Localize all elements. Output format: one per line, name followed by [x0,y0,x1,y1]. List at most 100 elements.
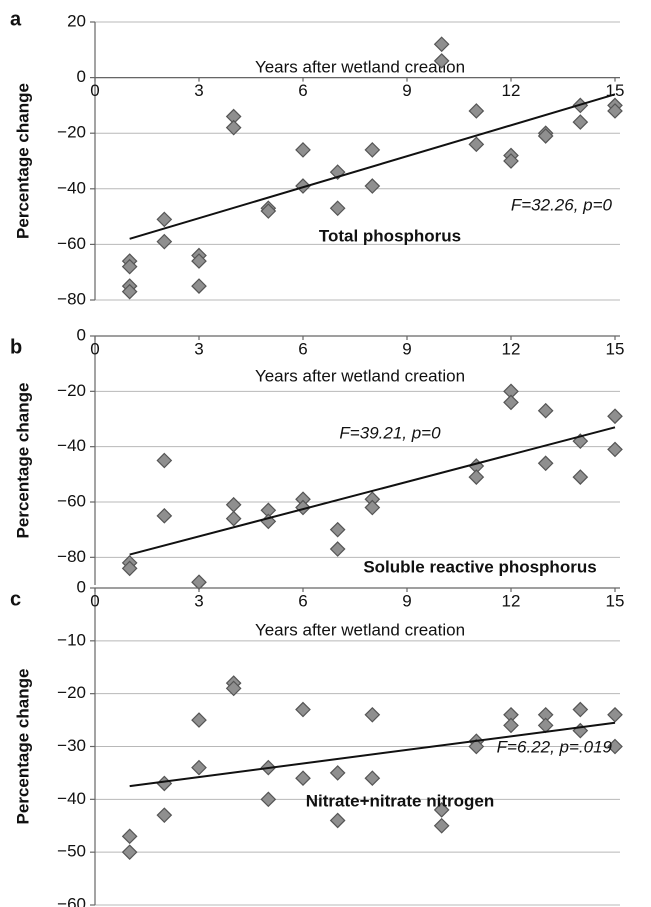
stat-annotation: F=6.22, p=.019 [497,737,613,756]
point [503,153,519,169]
y-axis-title: Percentage change [13,669,32,825]
point [468,136,485,153]
point [572,469,589,485]
point [364,178,381,194]
panel-letter: c [10,588,21,610]
y-tick-label: −80 [57,289,86,308]
point [329,164,346,180]
y-tick-label: −60 [57,234,86,253]
stat-annotation: F=32.26, p=0 [511,195,613,214]
point [121,844,138,861]
x-tick-label: 3 [194,591,203,610]
point [537,128,554,144]
y-tick-label: 0 [77,577,86,596]
point [156,233,173,250]
point [468,103,485,119]
point [225,680,242,697]
x-tick-label: 0 [90,81,99,100]
panel-letter: a [10,8,22,30]
series-label: Nitrate+nitrate nitrogen [306,791,494,810]
series-label: Soluble reactive phosphorus [363,557,596,576]
point [364,142,381,158]
point [121,828,138,845]
point [572,433,589,449]
x-axis-title: Years after wetland creation [255,57,465,76]
stat-annotation: F=39.21, p=0 [339,423,441,442]
point [156,452,173,469]
point [607,706,623,723]
x-tick-label: 15 [606,339,625,358]
point [121,258,138,275]
y-tick-label: −30 [57,736,86,755]
x-axis-title: Years after wetland creation [255,366,465,385]
point [364,770,381,787]
x-tick-label: 0 [90,591,99,610]
y-tick-label: 20 [67,11,86,30]
y-tick-label: −80 [57,547,86,566]
point [156,775,173,792]
y-axis-title: Percentage change [13,83,32,239]
point [295,770,311,787]
x-tick-label: 12 [502,339,521,358]
point [225,119,242,136]
point [503,394,519,411]
point [156,507,173,524]
point [225,510,242,527]
point [121,560,138,577]
point [191,574,207,591]
trendline [129,426,616,556]
x-tick-label: 3 [194,81,203,100]
y-tick-label: −50 [57,842,86,861]
point [503,717,519,734]
x-tick-label: 9 [402,591,411,610]
point [433,802,450,818]
point [537,455,554,472]
point [295,142,311,158]
point [329,812,346,829]
x-tick-label: 9 [402,339,411,358]
y-tick-label: −40 [57,789,86,808]
point [260,203,277,219]
x-tick-label: 6 [298,339,307,358]
point [329,541,346,557]
point [191,278,207,294]
x-tick-label: 3 [194,339,203,358]
panel-letter: b [10,336,22,358]
point [468,738,485,755]
point [572,114,589,130]
point [295,701,311,718]
y-tick-label: −40 [57,178,86,197]
point [607,408,623,425]
point [433,817,450,834]
point [156,807,173,824]
x-axis-title: Years after wetland creation [255,620,465,639]
point [225,496,242,513]
point [329,200,346,217]
y-tick-label: −20 [57,683,86,702]
point [433,36,450,53]
point [364,499,381,516]
point [121,283,138,300]
x-tick-label: 6 [298,81,307,100]
point [572,701,589,718]
trendline [129,93,616,240]
point [191,759,207,776]
y-tick-label: −60 [57,491,86,510]
point [468,469,485,485]
point [364,706,381,723]
point [537,402,554,419]
point [156,211,173,228]
y-tick-label: −10 [57,630,86,649]
y-tick-label: −60 [57,894,86,907]
point [329,521,346,538]
y-tick-label: −20 [57,123,86,142]
point [607,441,623,458]
point [607,103,623,119]
y-tick-label: −20 [57,381,86,400]
x-tick-label: 6 [298,591,307,610]
point [260,791,277,808]
point [329,765,346,781]
x-tick-label: 12 [502,81,521,100]
x-tick-label: 15 [606,591,625,610]
